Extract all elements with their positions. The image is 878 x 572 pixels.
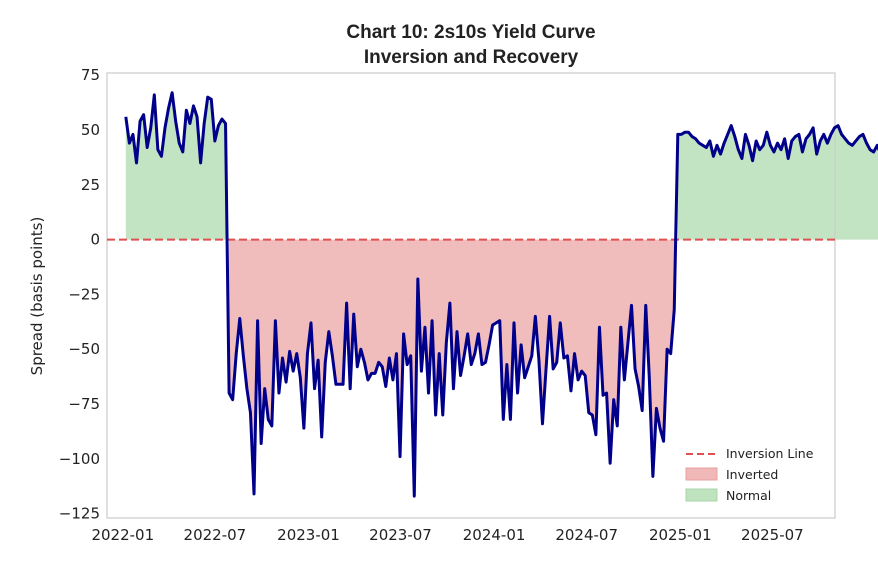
x-tick-label: 2024-01 (463, 526, 526, 544)
y-tick-label: −75 (68, 395, 100, 413)
chart-title-line-1: Chart 10: 2s10s Yield Curve (346, 22, 595, 43)
y-tick-label: 0 (90, 231, 100, 249)
legend-label-normal: Normal (726, 488, 771, 503)
axes-frame (106, 72, 836, 519)
y-axis-label: Spread (basis points) (28, 217, 46, 376)
y-tick-label: −125 (59, 505, 100, 523)
y-tick-label: 75 (81, 66, 100, 84)
x-tick-label: 2022-07 (184, 526, 247, 544)
normal-area-2 (677, 125, 878, 240)
chart-title-line-2: Inversion and Recovery (364, 47, 579, 68)
x-axis-ticks: 2022-01 2022-07 2023-01 2023-07 2024-01 2024-… (91, 526, 803, 544)
legend: Inversion Line Inverted Normal (685, 446, 814, 503)
x-tick-label: 2022-01 (91, 526, 154, 544)
y-tick-label: 25 (81, 176, 100, 194)
y-tick-label: 50 (81, 121, 100, 139)
legend-label-inverted: Inverted (726, 467, 778, 482)
x-tick-label: 2024-07 (555, 526, 618, 544)
x-tick-label: 2025-01 (649, 526, 712, 544)
spread-line (124, 91, 878, 498)
x-tick-label: 2023-01 (277, 526, 340, 544)
area-fills (125, 92, 878, 497)
y-tick-label: −50 (68, 340, 100, 358)
legend-swatch-normal (685, 488, 718, 502)
x-tick-label: 2023-07 (369, 526, 432, 544)
y-tick-label: −100 (59, 450, 100, 468)
plot-area-border (106, 72, 836, 519)
legend-swatch-inverted (685, 467, 718, 481)
y-axis-ticks: 75 50 25 0 −25 −50 −75 −100 −125 (59, 66, 100, 522)
y-tick-label: −25 (68, 285, 100, 303)
spread-series (124, 91, 878, 498)
inverted-area-1 (229, 239, 675, 497)
legend-label-inversion-line: Inversion Line (726, 446, 814, 461)
x-tick-label: 2025-07 (741, 526, 804, 544)
